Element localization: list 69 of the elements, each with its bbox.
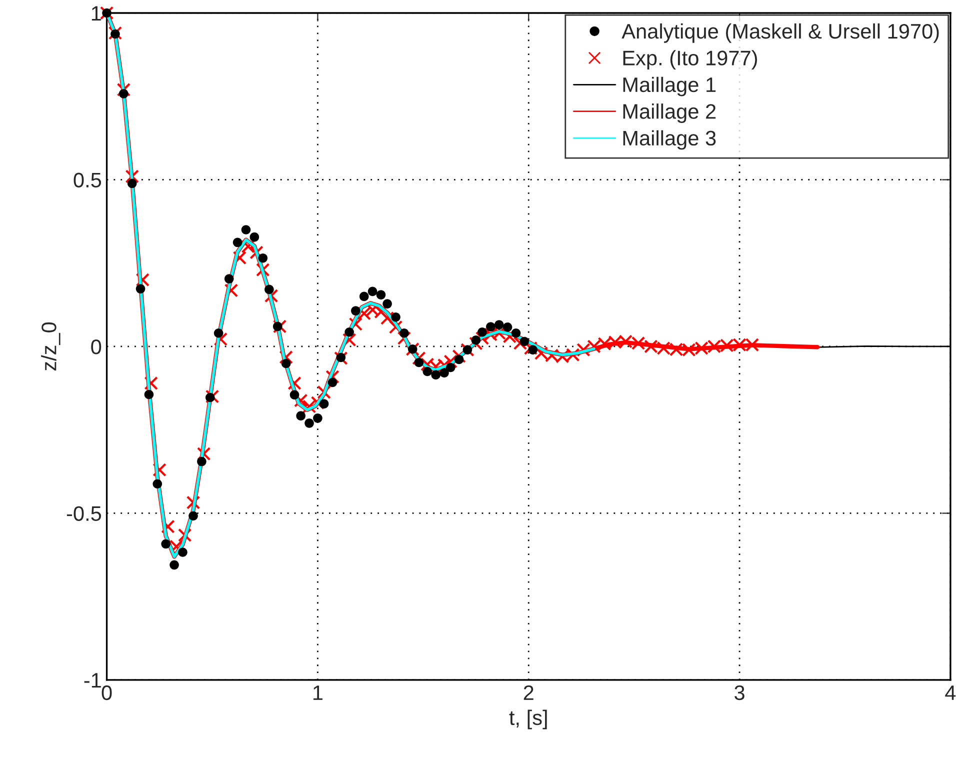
point	[471, 335, 481, 345]
point	[336, 352, 346, 362]
point	[528, 345, 538, 354]
point	[454, 354, 464, 364]
point	[446, 362, 456, 372]
point	[313, 414, 322, 423]
x-tick-label: 2	[524, 685, 534, 700]
point	[250, 232, 260, 242]
point	[102, 8, 112, 18]
point	[161, 539, 170, 549]
legend-label: Exp. (Ito 1977)	[623, 50, 757, 70]
point	[258, 253, 268, 263]
point	[328, 378, 338, 388]
point	[136, 284, 146, 294]
point	[188, 511, 198, 521]
point	[281, 358, 291, 368]
point	[118, 89, 128, 98]
point	[224, 274, 234, 284]
point	[376, 290, 386, 300]
point	[205, 392, 215, 402]
legend-label: Maillage 2	[623, 104, 716, 123]
legend-label: Analytique (Maskell & Ursell 1970)	[622, 23, 939, 43]
point	[170, 560, 179, 570]
y-tick-label: 0.5	[74, 172, 102, 188]
point	[414, 358, 424, 368]
point	[272, 322, 282, 332]
point	[214, 328, 224, 338]
point	[359, 292, 369, 302]
point	[178, 548, 188, 557]
x-tick-label: 3	[734, 685, 744, 700]
y-tick-label: 0	[91, 339, 102, 354]
point	[400, 328, 409, 338]
x-tick-label: 1	[313, 686, 322, 700]
x-tick-label: 0	[102, 685, 112, 700]
point	[241, 225, 251, 234]
x-axis-title: t, [s]	[509, 710, 547, 730]
point	[319, 399, 329, 408]
legend-label: Maillage 3	[623, 130, 716, 150]
x-tick-label: 4	[945, 686, 956, 700]
point	[127, 178, 137, 188]
point	[344, 327, 354, 337]
point	[351, 306, 360, 316]
point	[382, 299, 392, 308]
point	[462, 345, 472, 354]
point	[391, 312, 400, 322]
point	[486, 322, 496, 332]
y-tick-label: 1	[92, 6, 101, 21]
point	[264, 284, 274, 294]
point	[144, 390, 154, 400]
point	[197, 456, 206, 466]
legend-label: Maillage 1	[623, 76, 716, 96]
point	[422, 366, 432, 376]
point	[520, 336, 530, 346]
point	[152, 479, 162, 489]
point	[502, 322, 512, 332]
point	[478, 327, 487, 337]
y-tick-label: -0.5	[66, 506, 102, 521]
point	[232, 238, 242, 248]
point	[440, 368, 449, 378]
point	[296, 411, 306, 420]
y-tick-label: -1	[84, 673, 101, 688]
point	[431, 370, 440, 380]
point	[494, 320, 504, 330]
y-axis-title: z/z_0	[41, 322, 60, 371]
point	[290, 390, 300, 400]
point	[511, 328, 521, 338]
point	[368, 286, 378, 296]
point	[304, 418, 314, 428]
point	[110, 29, 120, 39]
